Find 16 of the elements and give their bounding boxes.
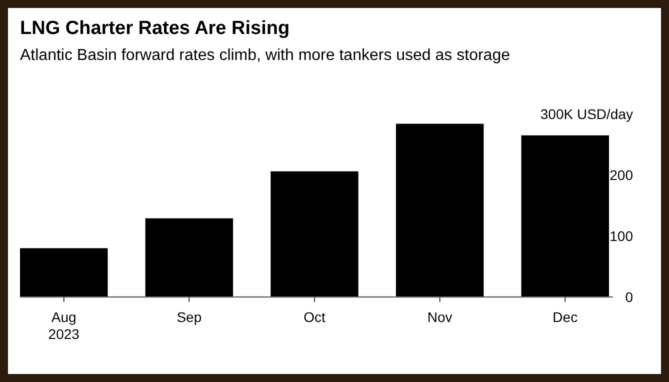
bar bbox=[270, 171, 358, 297]
chart-subtitle: Atlantic Basin forward rates climb, with more tankers used as storage bbox=[20, 47, 510, 64]
x-tick-label: Nov bbox=[427, 309, 452, 325]
y-tick-label: 100 bbox=[610, 228, 634, 244]
y-tick-label: 300K USD/day bbox=[540, 106, 633, 122]
x-tick-label: Aug 2023 bbox=[48, 309, 80, 342]
bar bbox=[521, 135, 609, 297]
bar bbox=[396, 124, 484, 297]
y-tick-label: 200 bbox=[610, 166, 634, 183]
bar bbox=[145, 218, 234, 297]
chart-title: LNG Charter Rates Are Rising bbox=[20, 18, 290, 39]
bar bbox=[20, 248, 108, 297]
x-tick-label: Dec bbox=[552, 309, 578, 325]
x-tick-label: Sep bbox=[176, 309, 202, 325]
y-tick-label: 0 bbox=[625, 288, 634, 305]
x-tick-label: Oct bbox=[304, 309, 326, 325]
